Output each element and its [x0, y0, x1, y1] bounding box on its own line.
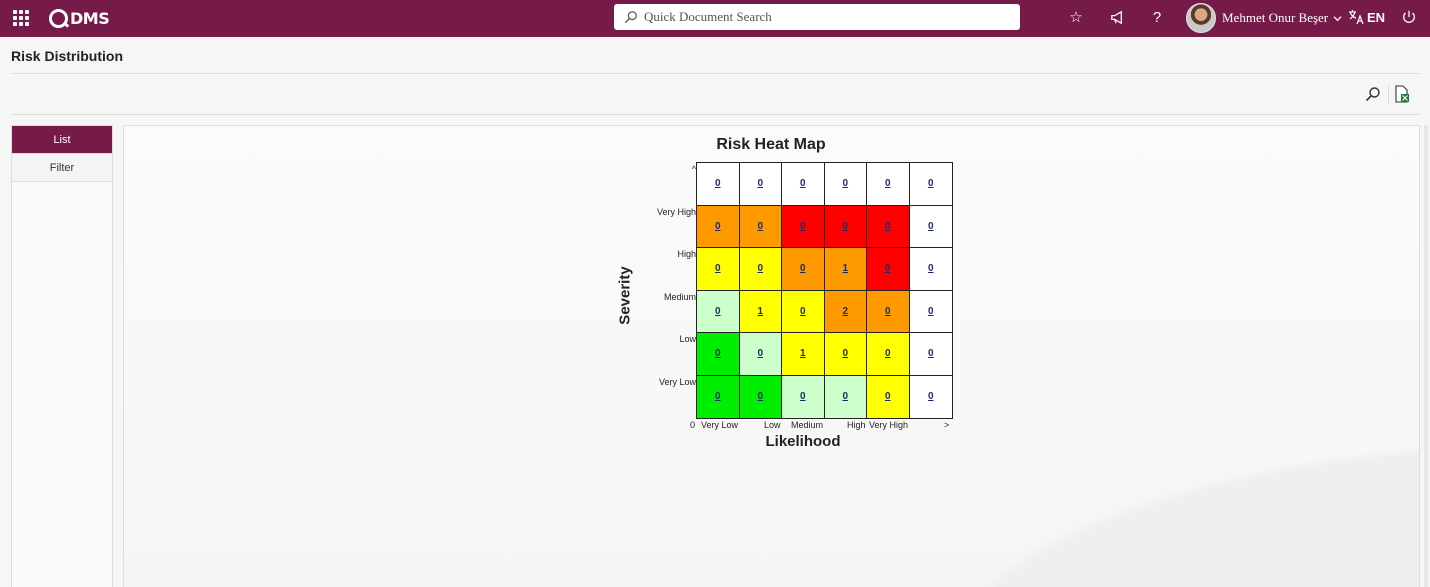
heatmap-cell[interactable]: 0	[909, 333, 952, 376]
search-icon[interactable]	[1365, 86, 1381, 102]
user-menu[interactable]: Mehmet Onur Beşer	[1186, 2, 1342, 34]
user-name: Mehmet Onur Beşer	[1222, 10, 1329, 25]
heatmap-cell[interactable]: 0	[782, 163, 825, 206]
x-tick-label: Low	[764, 420, 781, 430]
heatmap-cell[interactable]: 0	[697, 248, 740, 291]
divider	[1388, 84, 1389, 104]
heatmap-cell[interactable]: 0	[824, 333, 867, 376]
heatmap-cell[interactable]: 1	[782, 333, 825, 376]
divider	[11, 114, 1420, 115]
logo-text: DMS	[70, 8, 110, 28]
side-panel: List Filter	[11, 125, 113, 587]
heatmap-cell[interactable]: 2	[824, 290, 867, 333]
heatmap-title: Risk Heat Map	[716, 136, 826, 153]
heatmap-cell[interactable]: 0	[739, 333, 782, 376]
heatmap-cell[interactable]: 0	[867, 290, 910, 333]
power-logout-icon[interactable]	[1400, 9, 1418, 27]
heatmap-cell[interactable]: 0	[697, 375, 740, 418]
y-tick-label: Very High	[656, 207, 696, 217]
heatmap-cell[interactable]: 0	[782, 248, 825, 291]
heatmap-cell[interactable]: 0	[697, 163, 740, 206]
heatmap-cell[interactable]: 0	[697, 333, 740, 376]
x-tick-label: Very High	[869, 420, 909, 430]
quick-search[interactable]	[614, 4, 1020, 30]
divider	[11, 73, 1420, 74]
app-launcher-icon[interactable]	[13, 10, 29, 26]
quick-search-input[interactable]	[614, 4, 1020, 30]
language-selector[interactable]: EN	[1348, 9, 1385, 25]
page-title: Risk Distribution	[11, 48, 124, 64]
heatmap-cell[interactable]: 0	[739, 163, 782, 206]
heatmap-cell[interactable]: 0	[697, 205, 740, 248]
y-tick-label: Low	[679, 334, 696, 344]
heatmap-cell[interactable]: 0	[909, 163, 952, 206]
heatmap-cell[interactable]: 0	[739, 205, 782, 248]
x-tick-label: High	[847, 420, 866, 430]
y-tick-label: Very Low	[658, 377, 696, 387]
y-tick-label: ^	[691, 164, 696, 174]
heatmap-cell[interactable]: 0	[867, 375, 910, 418]
heatmap-cell[interactable]: 0	[909, 290, 952, 333]
top-bar: DMS ☆ ? Mehmet Onur Beşer EN	[0, 0, 1430, 37]
help-icon[interactable]: ?	[1152, 9, 1162, 26]
heatmap-cell[interactable]: 0	[739, 248, 782, 291]
x-tick-label: Medium	[791, 420, 824, 430]
search-icon	[624, 11, 637, 24]
heatmap-cell[interactable]: 0	[867, 205, 910, 248]
tab-filter[interactable]: Filter	[12, 154, 112, 182]
heatmap-cell[interactable]: 0	[909, 205, 952, 248]
heatmap-cell[interactable]: 1	[824, 248, 867, 291]
y-tick-label: Medium	[663, 292, 696, 302]
y-axis-label: Severity	[616, 266, 634, 325]
heatmap-cell[interactable]: 0	[739, 375, 782, 418]
x-tick-label: 0	[690, 420, 696, 430]
y-tick-label: High	[677, 249, 696, 259]
heatmap-cell[interactable]: 0	[867, 333, 910, 376]
heatmap-cell[interactable]: 1	[739, 290, 782, 333]
favorites-star-icon[interactable]: ☆	[1069, 9, 1083, 26]
x-tick-label: Very Low	[701, 420, 739, 430]
heatmap-cell[interactable]: 0	[782, 205, 825, 248]
app-logo[interactable]: DMS	[49, 7, 110, 29]
tab-list[interactable]: List	[12, 126, 112, 154]
heatmap-cell[interactable]: 0	[782, 290, 825, 333]
heatmap-cell[interactable]: 0	[909, 375, 952, 418]
excel-export-icon[interactable]	[1394, 85, 1410, 103]
heatmap-cell[interactable]: 0	[867, 163, 910, 206]
heatmap-cell[interactable]: 0	[782, 375, 825, 418]
heatmap-cell[interactable]: 0	[824, 375, 867, 418]
logo-q-icon	[49, 8, 68, 28]
chevron-down-icon	[1333, 15, 1342, 21]
announcements-megaphone-icon[interactable]	[1108, 9, 1126, 27]
translate-icon	[1349, 10, 1364, 25]
avatar	[1186, 3, 1216, 33]
heatmap-cell[interactable]: 0	[909, 248, 952, 291]
language-code: EN	[1367, 9, 1386, 25]
heatmap-cell[interactable]: 0	[867, 248, 910, 291]
x-tick-label: >	[944, 420, 950, 430]
x-axis-label: Likelihood	[765, 433, 841, 450]
heatmap-cell[interactable]: 0	[824, 163, 867, 206]
heatmap-cell[interactable]: 0	[697, 290, 740, 333]
scrollbar[interactable]	[1424, 125, 1428, 587]
heatmap-cell[interactable]: 0	[824, 205, 867, 248]
